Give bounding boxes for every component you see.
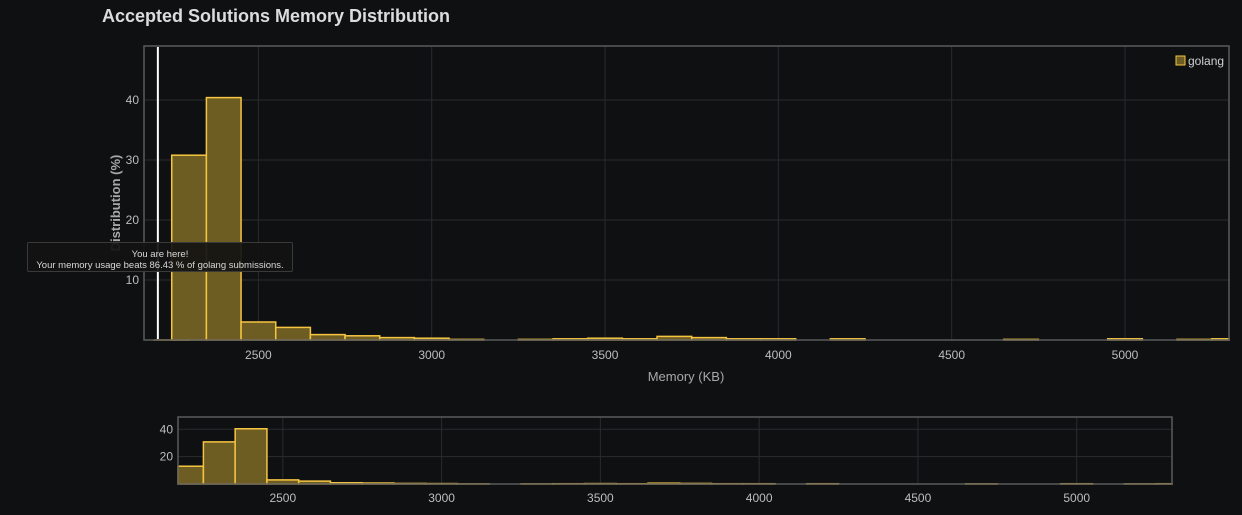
range-slider-frame[interactable] — [177, 416, 1173, 485]
mini-x-ticks: 2500 3000 3500 4000 4500 5000 — [269, 491, 1090, 505]
mini-x-tick-label: 4500 — [905, 491, 932, 505]
main-x-tick-label: 4000 — [765, 348, 792, 362]
main-y-ticks: 10 20 30 40 — [126, 93, 140, 287]
main-histogram-bar[interactable] — [309, 333, 346, 341]
mini-histogram-bar[interactable] — [202, 441, 236, 485]
mini-y-tick-label: 40 — [160, 422, 174, 436]
legend[interactable]: golang — [1175, 54, 1224, 68]
main-y-tick-label: 40 — [126, 93, 140, 107]
mini-grid — [178, 417, 1172, 484]
main-x-tick-label: 3500 — [592, 348, 619, 362]
main-x-tick-label: 4500 — [938, 348, 965, 362]
main-histogram-bar[interactable] — [205, 96, 242, 341]
main-y-tick-label: 20 — [126, 213, 140, 227]
main-histogram-bar[interactable] — [240, 321, 277, 341]
mini-y-tick-label: 20 — [160, 450, 174, 464]
mini-x-tick-label: 3000 — [428, 491, 455, 505]
x-axis-label: Memory (KB) — [648, 369, 725, 384]
mini-x-tick-label: 4000 — [746, 491, 773, 505]
main-grid — [144, 46, 1229, 340]
mini-x-tick-label: 2500 — [269, 491, 296, 505]
main-histogram-bar[interactable] — [274, 326, 312, 341]
main-y-tick-label: 30 — [126, 153, 140, 167]
main-x-tick-label: 3000 — [418, 348, 445, 362]
chart-title: Accepted Solutions Memory Distribution — [102, 6, 451, 26]
mini-x-tick-label: 5000 — [1063, 491, 1090, 505]
you-are-here-tooltip: You are here! Your memory usage beats 86… — [27, 242, 293, 272]
tooltip-title: You are here! — [131, 249, 189, 260]
main-x-tick-label: 5000 — [1112, 348, 1139, 362]
main-x-tick-label: 2500 — [245, 348, 272, 362]
main-plot-frame — [143, 45, 1230, 341]
mini-histogram-bar[interactable] — [234, 428, 268, 485]
tooltip-text: Your memory usage beats 86.43 % of golan… — [36, 260, 284, 271]
mini-x-tick-label: 3500 — [587, 491, 614, 505]
mini-histogram-bar[interactable] — [177, 465, 205, 485]
main-x-ticks: 2500 3000 3500 4000 4500 5000 — [245, 348, 1139, 362]
legend-label-golang: golang — [1188, 54, 1224, 68]
y-axis-label: Distribution (%) — [108, 155, 123, 252]
main-bars — [153, 96, 1230, 341]
main-y-tick-label: 10 — [126, 273, 140, 287]
legend-swatch — [1175, 55, 1186, 66]
